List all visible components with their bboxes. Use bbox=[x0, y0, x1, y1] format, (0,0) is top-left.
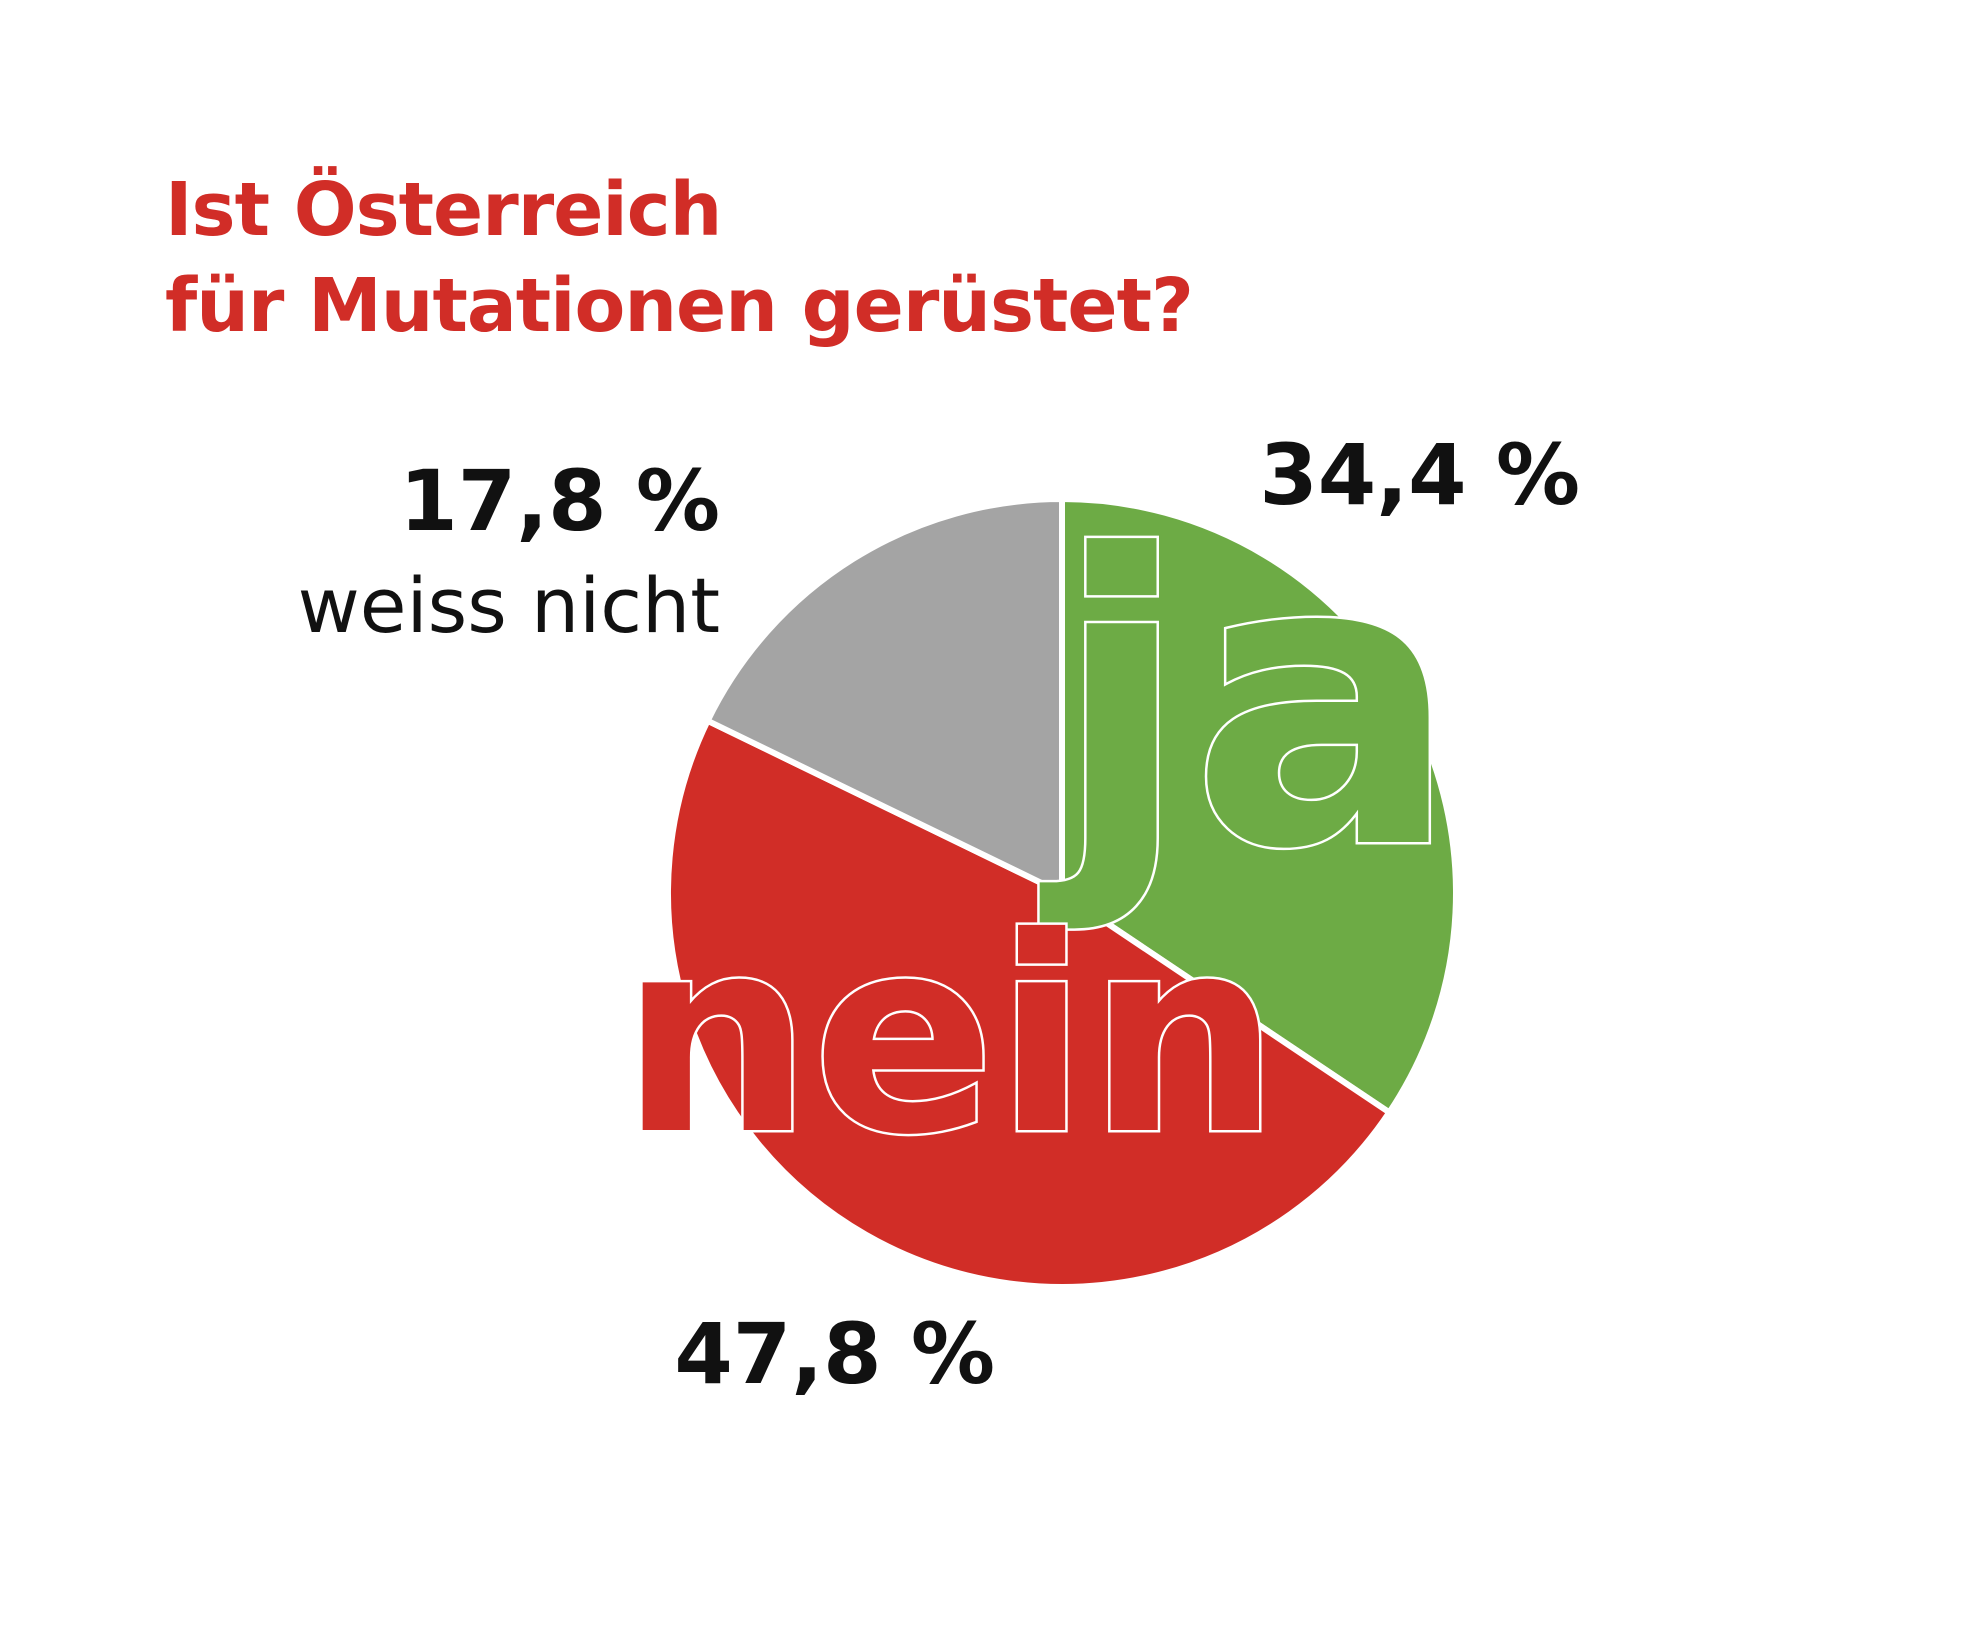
pie-slice-weiss-nicht bbox=[703, 495, 1065, 898]
value-label-weiss-nicht: 17,8 % bbox=[399, 452, 720, 550]
chart-title: Ist Österreich für Mutationen gerüstet? bbox=[165, 162, 1194, 354]
pie-slice-nein bbox=[665, 716, 1394, 1290]
slice-word-ja: ja bbox=[1034, 472, 1460, 937]
value-label-nein: 47,8 % bbox=[674, 1305, 995, 1403]
pie-slices bbox=[665, 495, 1459, 1290]
slice-word-nein: nein bbox=[620, 879, 1280, 1194]
chart-title-line-2: für Mutationen gerüstet? bbox=[165, 263, 1194, 349]
category-label-weiss-nicht: weiss nicht bbox=[298, 561, 720, 650]
pie-slice-ja bbox=[1059, 495, 1459, 1117]
value-label-ja: 34,4 % bbox=[1259, 426, 1580, 524]
chart-title-line-1: Ist Österreich bbox=[165, 167, 722, 253]
